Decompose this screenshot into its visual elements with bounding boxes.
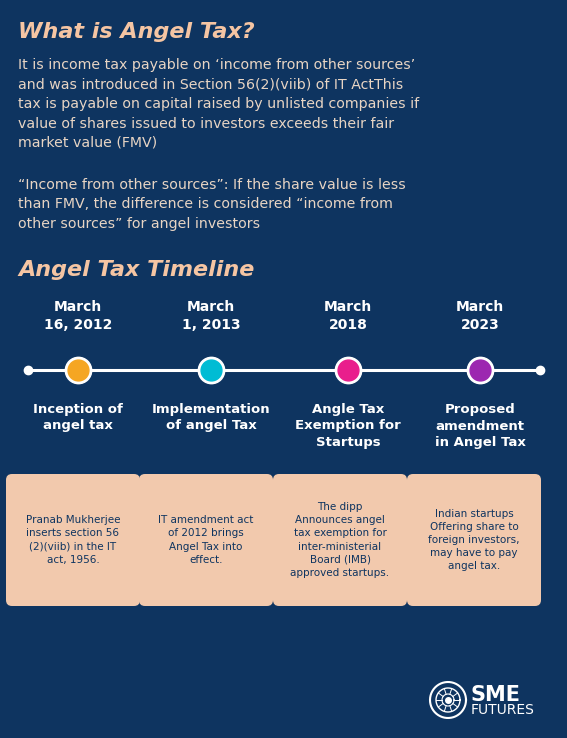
FancyBboxPatch shape — [6, 474, 140, 606]
Text: FUTURES: FUTURES — [471, 703, 535, 717]
Text: The dipp
Announces angel
tax exemption for
inter-ministerial
Board (IMB)
approve: The dipp Announces angel tax exemption f… — [290, 502, 390, 578]
Text: Angle Tax
Exemption for
Startups: Angle Tax Exemption for Startups — [295, 403, 401, 449]
Text: March
16, 2012: March 16, 2012 — [44, 300, 112, 332]
Text: IT amendment act
of 2012 brings
Angel Tax into
effect.: IT amendment act of 2012 brings Angel Ta… — [158, 515, 253, 565]
Text: “Income from other sources”: If the share value is less
than FMV, the difference: “Income from other sources”: If the shar… — [18, 178, 406, 231]
Text: SME: SME — [471, 685, 521, 705]
Text: March
2018: March 2018 — [324, 300, 372, 332]
Text: March
2023: March 2023 — [456, 300, 504, 332]
Text: What is Angel Tax?: What is Angel Tax? — [18, 22, 255, 42]
Text: Inception of
angel tax: Inception of angel tax — [33, 403, 123, 432]
Text: Implementation
of angel Tax: Implementation of angel Tax — [152, 403, 270, 432]
Text: Indian startups
Offering share to
foreign investors,
may have to pay
angel tax.: Indian startups Offering share to foreig… — [428, 508, 520, 571]
FancyBboxPatch shape — [139, 474, 273, 606]
Text: Pranab Mukherjee
inserts section 56
(2)(viib) in the IT
act, 1956.: Pranab Mukherjee inserts section 56 (2)(… — [26, 515, 120, 565]
Text: Angel Tax Timeline: Angel Tax Timeline — [18, 260, 255, 280]
Text: Proposed
amendment
in Angel Tax: Proposed amendment in Angel Tax — [434, 403, 526, 449]
FancyBboxPatch shape — [407, 474, 541, 606]
Text: March
1, 2013: March 1, 2013 — [181, 300, 240, 332]
Text: It is income tax payable on ‘income from other sources’
and was introduced in Se: It is income tax payable on ‘income from… — [18, 58, 419, 150]
FancyBboxPatch shape — [273, 474, 407, 606]
